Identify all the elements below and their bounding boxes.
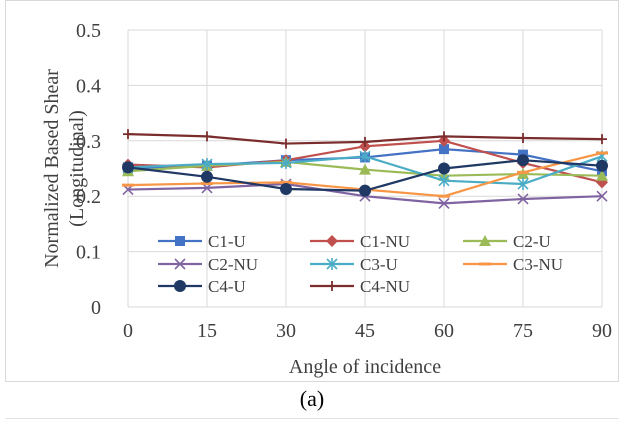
x-tick-label: 90 bbox=[592, 320, 612, 342]
legend-label: C3-NU bbox=[513, 255, 563, 274]
x-tick-label: 45 bbox=[355, 320, 375, 342]
y-tick-label: 0.2 bbox=[76, 186, 101, 208]
triangle-marker bbox=[479, 235, 491, 246]
legend-item: C4-NU bbox=[310, 277, 410, 296]
legend-item: C1-U bbox=[158, 232, 246, 251]
x-marker bbox=[174, 258, 186, 270]
data-point bbox=[597, 134, 607, 145]
data-point bbox=[438, 174, 450, 187]
legend-label: C3-U bbox=[360, 255, 398, 274]
chart-area: 0 0.1 0.2 0.3 0.4 0.5 0 15 30 45 60 75 90 C1-U C1-NU C… bbox=[5, 0, 619, 382]
data-point bbox=[360, 136, 370, 147]
legend-label: C4-U bbox=[208, 277, 246, 296]
data-point bbox=[518, 133, 528, 144]
axis-titles: Angle of incidence Normalized Based Shear… bbox=[41, 69, 441, 378]
data-point bbox=[517, 193, 529, 205]
legend-label: C4-NU bbox=[360, 277, 410, 296]
data-point bbox=[438, 197, 450, 209]
data-point bbox=[438, 162, 450, 175]
x-tick-label: 15 bbox=[197, 320, 217, 342]
data-point bbox=[517, 154, 529, 167]
legend-item: C3-NU bbox=[463, 255, 563, 274]
legend-label: C1-NU bbox=[360, 232, 410, 251]
figure-caption: (a) bbox=[299, 386, 325, 411]
asterisk-marker bbox=[326, 258, 338, 270]
diamond-marker bbox=[326, 235, 338, 247]
legend: C1-U C1-NU C2-U C2-NU C3-U C3-NU C4-U C4-NU bbox=[158, 232, 563, 296]
legend-label: C1-U bbox=[208, 232, 246, 251]
plus-marker bbox=[327, 281, 337, 291]
data-point bbox=[202, 131, 212, 142]
x-tick-label: 0 bbox=[123, 320, 133, 342]
data-point bbox=[359, 184, 371, 197]
data-point bbox=[201, 170, 213, 183]
y-axis-title: Normalized Based Shear (Longitudinal) bbox=[41, 69, 88, 268]
line-chart: 00.10.20.30.40.50 15 30 45 60 75 90 C1-U C1-NU C… bbox=[41, 20, 612, 378]
legend-item: C3-U bbox=[310, 255, 398, 274]
circle-marker bbox=[174, 280, 186, 292]
data-point bbox=[359, 150, 371, 163]
x-tick-label: 60 bbox=[434, 320, 454, 342]
y-tick-label: 0.3 bbox=[76, 131, 101, 153]
data-point bbox=[439, 144, 449, 155]
data-point bbox=[596, 169, 608, 181]
y-axis-title-line: (Longitudinal) bbox=[66, 110, 88, 227]
y-tick-label: 0.1 bbox=[76, 242, 101, 264]
legend-item: C2-NU bbox=[158, 255, 258, 274]
axes: 0 0.1 0.2 0.3 0.4 0.5 0 15 30 45 60 75 90 bbox=[76, 20, 612, 342]
legend-label: C2-U bbox=[513, 232, 551, 251]
data-point bbox=[122, 161, 134, 174]
series-c4-u bbox=[122, 154, 608, 197]
divider bbox=[5, 418, 619, 419]
legend-item: C4-U bbox=[158, 277, 246, 296]
data-point bbox=[201, 158, 213, 171]
y-tick-label: 0 bbox=[91, 297, 101, 319]
data-point bbox=[359, 163, 371, 175]
data-point bbox=[517, 178, 529, 191]
legend-item: C1-NU bbox=[310, 232, 410, 251]
data-point bbox=[596, 159, 608, 172]
data-point bbox=[280, 182, 292, 195]
legend-item: C2-U bbox=[463, 232, 551, 251]
y-tick-label: 0.5 bbox=[76, 20, 101, 42]
square-marker bbox=[175, 236, 185, 246]
data-point bbox=[281, 138, 291, 149]
data-point bbox=[280, 156, 292, 169]
data-point bbox=[439, 131, 449, 142]
x-tick-label: 75 bbox=[513, 320, 533, 342]
legend-label: C2-NU bbox=[208, 255, 258, 274]
y-axis-title-line: Normalized Based Shear bbox=[41, 69, 63, 268]
y-tick-label: 0.4 bbox=[76, 75, 101, 97]
data-point bbox=[123, 129, 133, 140]
series-c4-nu bbox=[123, 129, 607, 149]
series-lines bbox=[122, 129, 608, 209]
x-axis-title: Angle of incidence bbox=[289, 356, 441, 378]
data-point bbox=[596, 190, 608, 202]
x-tick-label: 30 bbox=[276, 320, 296, 342]
